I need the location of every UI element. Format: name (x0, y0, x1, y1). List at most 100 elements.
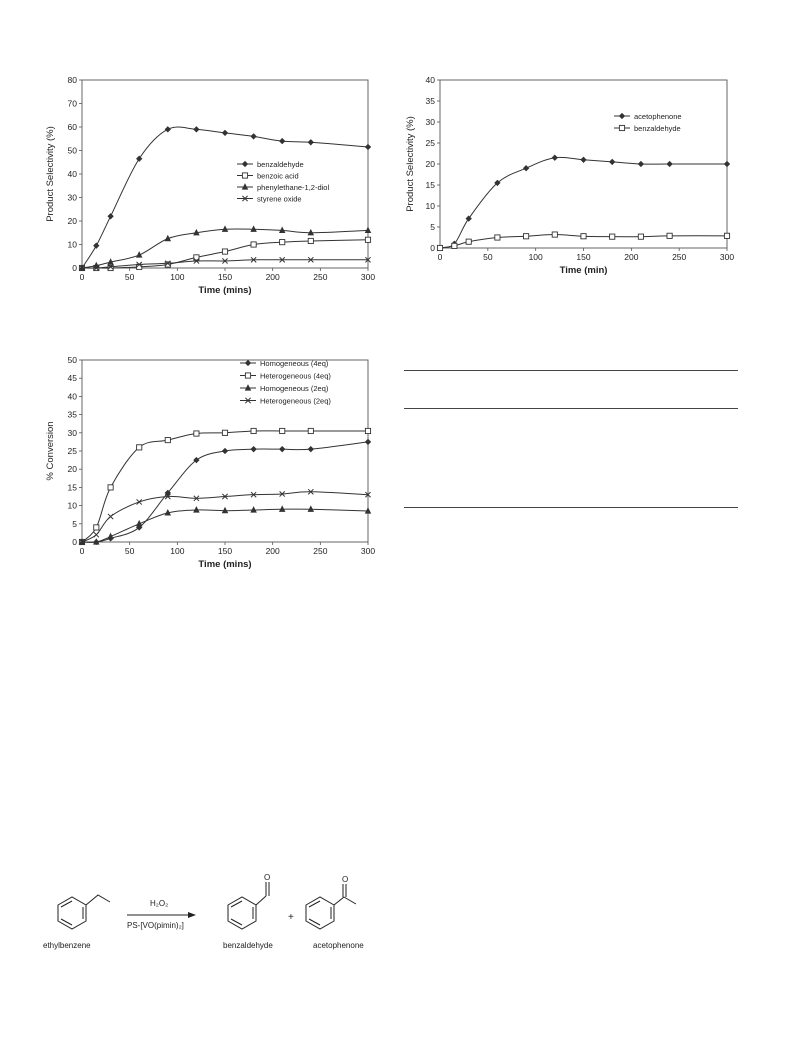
data-point (221, 447, 229, 455)
data-point (723, 160, 731, 168)
product-1-label: benzaldehyde (223, 941, 273, 950)
y-tick-label: 0 (430, 243, 435, 253)
data-point (551, 154, 558, 161)
y-tick-label: 60 (68, 122, 78, 132)
data-point (279, 256, 286, 263)
data-point (278, 226, 286, 234)
data-point (279, 427, 286, 435)
data-point (250, 506, 257, 513)
data-point (135, 251, 143, 258)
y-tick-label: 35 (68, 410, 78, 420)
data-point (250, 446, 257, 453)
legend-marker (241, 160, 249, 168)
y-tick-label: 40 (68, 391, 78, 401)
legend-label: benzaldehyde (634, 124, 681, 133)
y-tick-label: 30 (426, 117, 436, 127)
x-tick-label: 200 (266, 272, 280, 282)
x-axis-label: Time (mins) (198, 559, 251, 570)
data-point (221, 429, 229, 436)
ethylbenzene-structure (57, 894, 111, 930)
y-tick-label: 25 (426, 138, 436, 148)
data-point (364, 143, 372, 151)
data-point (193, 456, 200, 464)
data-point (580, 233, 587, 240)
data-point (307, 139, 314, 146)
acetophenone-oxygen: O (342, 875, 348, 884)
x-tick-label: 300 (720, 252, 734, 262)
x-axis-label: Time (min) (560, 265, 608, 276)
reaction-scheme: ethylbenzene H₂O₂ PS-[VO(pimin)₂] O benz… (43, 873, 364, 950)
y-tick-label: 50 (68, 146, 78, 156)
series-line (81, 508, 369, 543)
data-point (164, 489, 171, 497)
table-top-rule (404, 370, 738, 371)
data-point (193, 228, 200, 236)
legend-label: Heterogeneous (4eq) (260, 372, 331, 381)
x-tick-label: 150 (218, 272, 232, 282)
data-point (164, 493, 171, 500)
x-tick-label: 0 (438, 252, 443, 262)
legend-label: styrene oxide (257, 195, 302, 204)
data-point (609, 158, 616, 166)
data-point (364, 427, 372, 435)
plus-sign: + (288, 912, 294, 923)
y-tick-label: 80 (68, 75, 78, 85)
data-point (307, 427, 314, 435)
data-point (107, 264, 114, 272)
legend-marker (244, 384, 252, 391)
data-point (307, 256, 314, 263)
legend-marker (241, 183, 249, 190)
y-tick-label: 5 (72, 519, 77, 529)
reagent-catalyst: PS-[VO(pimin)₂] (127, 921, 184, 930)
data-point (107, 513, 114, 520)
data-point (279, 446, 286, 453)
legend-marker (618, 112, 626, 120)
y-axis-label: Product Selectivity (%) (45, 126, 56, 222)
data-point (107, 258, 114, 265)
data-point (465, 215, 472, 222)
y-tick-label: 25 (68, 446, 78, 456)
x-tick-label: 300 (361, 546, 375, 556)
reactant-label: ethylbenzene (43, 941, 91, 950)
data-point (193, 257, 200, 264)
x-tick-label: 50 (125, 272, 135, 282)
y-tick-label: 0 (72, 537, 77, 547)
data-point (523, 233, 530, 240)
x-tick-label: 50 (125, 546, 135, 556)
data-point (307, 446, 314, 453)
legend-marker (245, 397, 251, 404)
data-point (580, 156, 587, 163)
legend-entry: acetophenone (614, 112, 682, 121)
data-point (365, 256, 371, 263)
data-point (135, 519, 143, 527)
data-point (221, 129, 229, 137)
data-point (364, 226, 372, 234)
data-point (193, 254, 200, 261)
data-point (136, 261, 143, 268)
data-point (279, 490, 286, 497)
data-point (222, 257, 228, 264)
data-point (79, 539, 85, 545)
x-tick-label: 300 (361, 272, 375, 282)
series-homogeneous-2eq- (78, 505, 372, 545)
legend-marker (618, 124, 626, 132)
x-tick-label: 250 (313, 546, 327, 556)
data-point (279, 239, 286, 246)
y-tick-label: 20 (426, 159, 436, 169)
data-point (522, 165, 530, 172)
selectivity-chart-styrene: 0 50 100 150 200 250 300 0 10 20 30 40 50 60 70 80 Time … (45, 75, 375, 296)
legend-label: Homogeneous (2eq) (260, 384, 329, 393)
y-tick-label: 40 (68, 169, 78, 179)
data-point (221, 225, 229, 232)
data-point (551, 231, 558, 238)
reaction-arrow (127, 912, 196, 918)
series-line (81, 126, 369, 269)
data-point (250, 491, 257, 498)
data-point (164, 126, 171, 133)
y-tick-label: 10 (68, 240, 78, 250)
legend-marker (244, 359, 252, 367)
data-point (193, 506, 200, 513)
data-point (278, 505, 286, 512)
series-heterogeneous-2eq- (79, 488, 371, 545)
data-point (307, 505, 315, 512)
